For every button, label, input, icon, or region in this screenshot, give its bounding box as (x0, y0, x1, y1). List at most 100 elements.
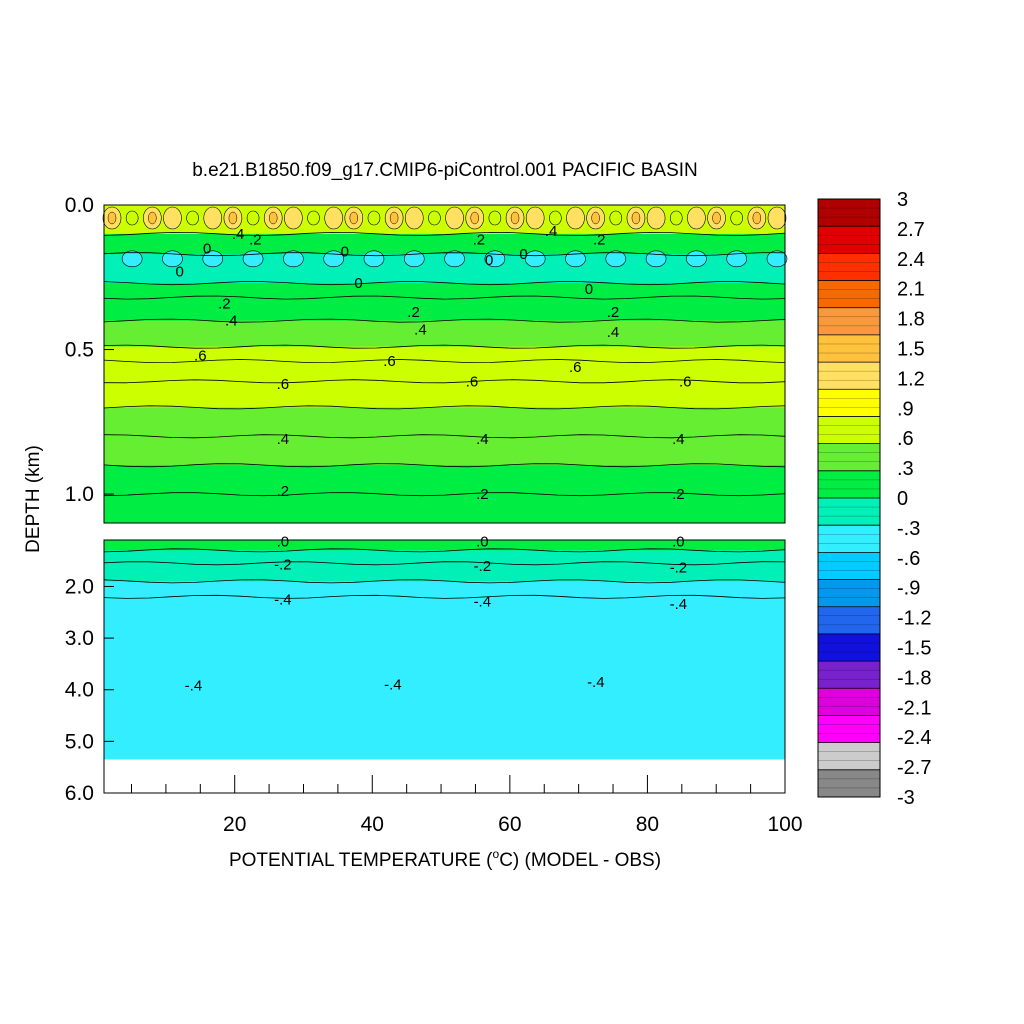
subsurface-cool-anomaly (283, 250, 304, 268)
colorbar-label: -.3 (897, 518, 920, 540)
surface-warm-core (712, 211, 721, 225)
x-tick-label: 20 (223, 813, 246, 836)
contour-label: .6 (383, 353, 396, 370)
contour-label: .2 (607, 304, 620, 321)
upper-panel-frame (103, 204, 786, 524)
colorbar-label: 2.1 (897, 279, 925, 301)
colorbar-label: .3 (897, 458, 914, 480)
surface-warm-core (631, 211, 641, 225)
surface-warm-anomaly (767, 206, 787, 230)
contour-line (103, 295, 786, 300)
surface-warm-anomaly (730, 210, 743, 226)
colorbar-box (818, 579, 880, 608)
upper-panel-color-bands (104, 205, 785, 524)
x-axis-label-degree: o (493, 847, 500, 861)
contour-band (104, 436, 785, 466)
contour-line (103, 252, 786, 257)
contour-line (103, 548, 786, 553)
surface-warm-anomaly (246, 210, 260, 226)
subsurface-cool-anomaly (605, 250, 627, 268)
colorbar-label: 1.2 (897, 368, 925, 390)
contour-label: -.4 (670, 596, 688, 613)
colorbar-box (818, 226, 880, 254)
colorbar-label: -3 (897, 787, 915, 809)
contour-label: .4 (672, 431, 685, 448)
subsurface-cool-anomaly (645, 250, 667, 268)
surface-warm-core (389, 211, 399, 225)
y-tick-label: 1.0 (65, 483, 94, 506)
contour-band (104, 283, 785, 299)
contour-label: .4 (277, 431, 290, 448)
colorbar-label: 3 (897, 189, 908, 211)
surface-warm-core (591, 211, 600, 225)
surface-warm-core (107, 211, 117, 225)
contour-band (104, 233, 785, 255)
contour-line (103, 379, 786, 384)
contour-line (103, 344, 786, 349)
lower-panel-frame (103, 539, 786, 794)
y-tick-label: 4.0 (65, 679, 94, 702)
surface-warm-anomaly (566, 206, 585, 230)
contour-band (104, 563, 785, 582)
x-tick-label: 100 (767, 813, 802, 836)
contour-label: -.4 (185, 678, 203, 695)
surface-warm-core (349, 211, 359, 225)
contour-line (103, 434, 786, 439)
contour-label: .6 (194, 347, 207, 364)
colorbar-label: 1.5 (897, 339, 925, 361)
colorbar-box (818, 606, 880, 635)
colorbar-label: -2.4 (897, 727, 931, 749)
surface-warm-anomaly (687, 206, 706, 230)
contour-line (103, 231, 786, 236)
contour-label: .0 (277, 534, 290, 551)
surface-warm-anomaly (428, 210, 441, 226)
colorbar-frame (817, 198, 881, 798)
colorbar-box (818, 525, 880, 553)
contour-line (103, 492, 786, 497)
y-tick-label: 3.0 (65, 627, 94, 650)
colorbar-box (818, 253, 880, 281)
colorbar-box (818, 199, 880, 227)
colorbar-box (818, 389, 880, 417)
contour-label: 0 (175, 263, 183, 280)
surface-warm-anomaly (125, 210, 139, 226)
contour-line (103, 318, 786, 323)
contour-label: 0 (354, 275, 362, 292)
contour-band (104, 550, 785, 564)
contour-band (104, 465, 785, 495)
contour-line (103, 561, 786, 566)
y-axis-label: DEPTH (km) (23, 445, 44, 553)
contour-label: 0 (341, 243, 349, 260)
colorbar-box (818, 334, 880, 363)
contour-label: -.4 (587, 674, 605, 691)
contour-label: -.2 (474, 558, 492, 575)
colorbar-label: 2.7 (897, 219, 925, 241)
subsurface-cool-anomaly (686, 250, 707, 268)
colorbar-label: -1.5 (897, 638, 931, 660)
x-tick-label: 80 (636, 813, 659, 836)
subsurface-cool-anomaly (403, 250, 425, 268)
surface-warm-anomaly (367, 210, 381, 226)
colorbar-box (818, 715, 880, 743)
contour-label: .4 (414, 321, 427, 338)
contour-band (104, 407, 785, 437)
surface-warm-core (752, 211, 762, 225)
subsurface-cool-anomaly (363, 250, 385, 268)
contour-label: .6 (466, 373, 479, 390)
colorbar-label: -1.8 (897, 667, 931, 689)
chart-title: b.e21.B1850.f09_g17.CMIP6-piControl.001 … (192, 160, 698, 181)
near-surface-variability (102, 206, 788, 268)
colorbar-label: 0 (897, 488, 908, 510)
subsurface-cool-anomaly (766, 250, 788, 268)
contour-label: .0 (672, 534, 685, 551)
contour-label: .4 (607, 324, 620, 341)
lower-contour-labels: .0 .0 .0 -.2 -.2 -.2 -.4 -.4 -.4 -.4 -.4 -.4 (185, 534, 687, 695)
contour-band (104, 346, 785, 362)
contour-label: .6 (679, 373, 692, 390)
colorbar-box (818, 416, 880, 444)
contour-label: 0 (203, 240, 211, 257)
contour-line (103, 594, 786, 599)
colorbar-label: .9 (897, 398, 914, 420)
surface-warm-core (148, 211, 157, 225)
